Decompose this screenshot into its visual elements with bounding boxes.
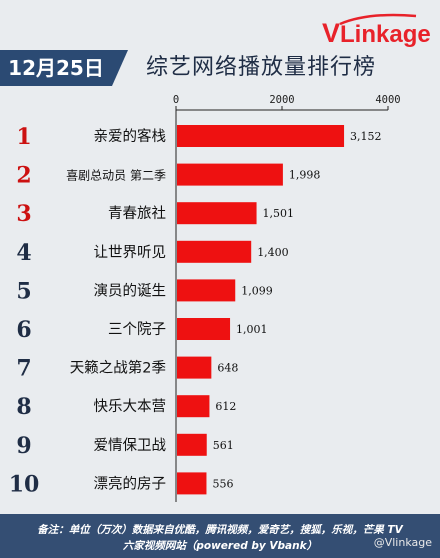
value-label: 556 xyxy=(212,477,233,490)
rank-number: 8 xyxy=(16,394,31,420)
category-label: 爱情保卫战 xyxy=(94,437,167,454)
category-label: 青春旅社 xyxy=(108,205,166,222)
rank-number: 4 xyxy=(16,240,31,266)
value-label: 612 xyxy=(215,400,236,413)
category-label: 漂亮的房子 xyxy=(94,475,167,492)
value-label: 1,998 xyxy=(289,169,321,182)
bar xyxy=(177,356,212,379)
value-label: 1,400 xyxy=(257,246,289,259)
logo-text: VLinkage xyxy=(322,18,431,48)
rank-number: 9 xyxy=(16,433,31,459)
footer-line-1: 备注：单位（万次）数据来自优酷，腾讯视频，爱奇艺，搜狐，乐视，芒果 TV xyxy=(37,524,403,536)
rank-number: 1 xyxy=(16,124,31,150)
x-tick-label: 2000 xyxy=(269,94,294,106)
bar xyxy=(177,125,345,147)
rank-number: 10 xyxy=(9,471,40,497)
value-label: 648 xyxy=(217,362,238,375)
value-label: 1,501 xyxy=(263,207,295,220)
rank-number: 5 xyxy=(16,278,31,304)
value-label: 1,099 xyxy=(241,284,273,297)
category-label: 喜剧总动员 第二季 xyxy=(66,169,166,183)
rank-number: 3 xyxy=(16,201,31,227)
x-tick-label: 0 xyxy=(173,94,179,106)
category-label: 让世界听见 xyxy=(94,244,167,261)
category-label: 演员的诞生 xyxy=(94,282,167,299)
category-label: 三个院子 xyxy=(108,321,166,338)
page-title: 综艺网络播放量排行榜 xyxy=(146,55,377,80)
category-label: 亲爱的客栈 xyxy=(94,128,167,145)
rank-number: 6 xyxy=(16,317,31,343)
category-label: 天籁之战第2季 xyxy=(70,359,166,377)
value-label: 3,152 xyxy=(350,130,382,143)
rank-number: 7 xyxy=(16,356,31,382)
bar xyxy=(177,163,283,186)
value-label: 1,001 xyxy=(236,323,267,336)
bar xyxy=(177,395,210,418)
bar xyxy=(177,240,252,263)
rank-number: 2 xyxy=(16,163,31,189)
x-tick-label: 4000 xyxy=(375,94,400,106)
bar xyxy=(177,318,231,340)
bar xyxy=(177,433,207,456)
logo-swoosh-icon xyxy=(339,13,417,26)
bar xyxy=(177,279,236,302)
value-label: 561 xyxy=(213,439,234,452)
date-badge: 12月25日 xyxy=(0,50,112,86)
footer-line-2: 六家视频网站（powered by Vbank） xyxy=(122,540,318,552)
bar xyxy=(177,472,207,495)
category-label: 快乐大本营 xyxy=(94,398,167,415)
bar xyxy=(177,202,257,225)
weibo-handle: @Vlinkage xyxy=(373,536,432,549)
bar-chart: 0 2000 4000 1 亲爱的客栈 3,152 2 喜剧总动员 第二季 1,998 3 青春旅社… xyxy=(9,94,401,502)
date-badge-tip xyxy=(112,50,128,86)
footer-note: 备注：单位（万次）数据来自优酷，腾讯视频，爱奇艺，搜狐，乐视，芒果 TV 六家视… xyxy=(0,514,440,558)
